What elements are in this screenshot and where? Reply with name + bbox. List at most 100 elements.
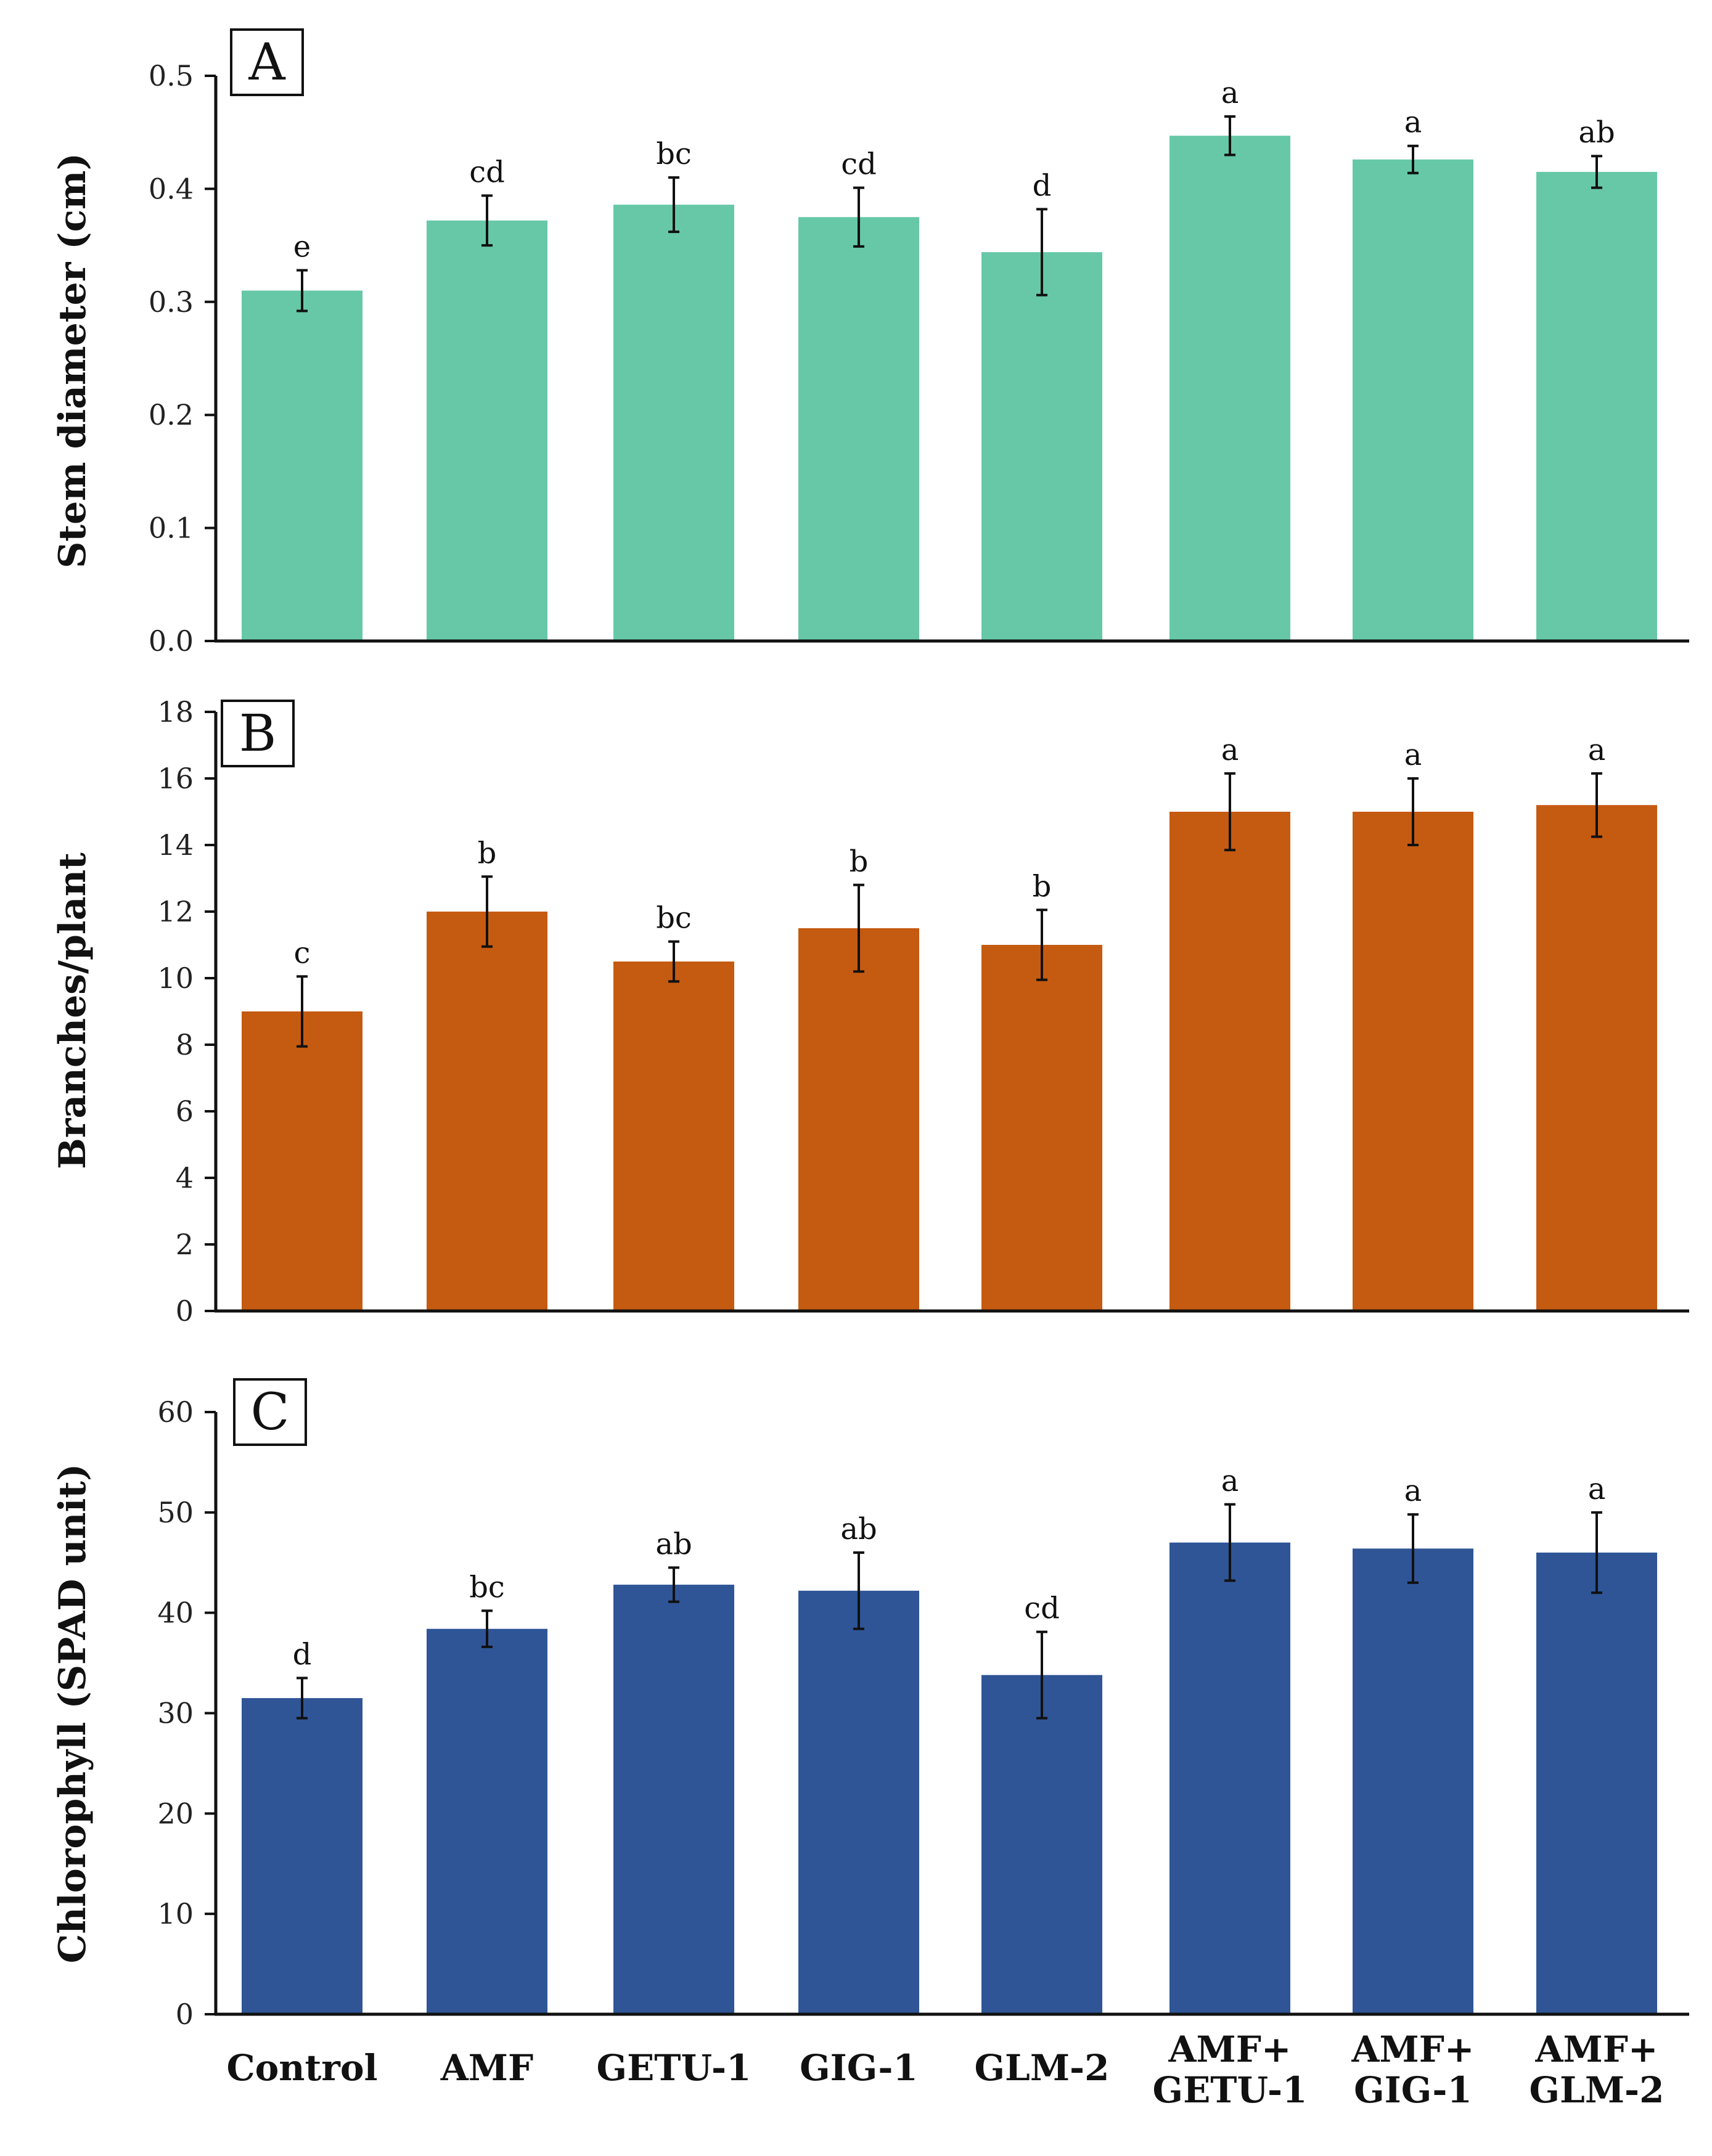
y-axis-title: Chlorophyll (SPAD unit) — [51, 1464, 94, 1964]
significance-letter-2: cd — [469, 155, 505, 189]
significance-letter-2: bc — [469, 1570, 505, 1604]
bar-8 — [1536, 1552, 1657, 2014]
significance-letter-5: b — [1033, 869, 1052, 904]
significance-letter-7: a — [1404, 738, 1422, 772]
significance-letter-8: a — [1588, 1472, 1606, 1506]
error-bar-7 — [1407, 1513, 1419, 1584]
significance-letter-1: d — [293, 1638, 312, 1672]
panel-label: A — [248, 33, 286, 92]
y-tick-label: 0.4 — [149, 172, 194, 205]
significance-letter-6: a — [1221, 733, 1239, 767]
y-tick-label: 0 — [176, 1294, 194, 1328]
x-category-label-line: AMF — [440, 2047, 533, 2089]
panel-label-box — [230, 28, 304, 96]
significance-letter-1: c — [294, 936, 311, 970]
y-tick-label: 0.3 — [149, 285, 194, 319]
significance-letter-5: cd — [1024, 1591, 1060, 1626]
y-tick-label: 50 — [157, 1496, 194, 1529]
y-tick-label: 0.0 — [149, 624, 194, 658]
significance-letter-8: ab — [1578, 115, 1615, 150]
bar-8 — [1536, 805, 1657, 1311]
bar-4 — [798, 217, 919, 641]
y-tick-label: 14 — [157, 828, 194, 862]
y-tick-label: 2 — [176, 1228, 194, 1261]
bar-7 — [1353, 1548, 1473, 2014]
bar-1 — [242, 1698, 362, 2014]
panel-label-box — [233, 1378, 307, 1446]
error-bar-8 — [1591, 772, 1602, 838]
error-bar-5 — [1036, 909, 1047, 981]
error-bar-8 — [1591, 1511, 1602, 1595]
x-category-label-line: GIG-1 — [1354, 2069, 1472, 2111]
error-bar-3 — [668, 1566, 679, 1603]
error-bar-7 — [1407, 777, 1419, 846]
bar-2 — [427, 220, 547, 641]
significance-letter-4: b — [850, 844, 869, 879]
bar-4 — [798, 1590, 919, 2014]
bar-6 — [1169, 812, 1290, 1311]
bar-7 — [1353, 159, 1473, 641]
error-bar-2 — [481, 194, 493, 247]
error-bar-1 — [297, 269, 308, 312]
y-tick-label: 10 — [157, 962, 194, 995]
x-category-label-line: GLM-2 — [1530, 2069, 1665, 2111]
x-category-label-8: AMF+ GLM-2 — [1530, 2028, 1665, 2111]
y-tick-label: 12 — [157, 895, 194, 928]
y-tick-label: 60 — [157, 1395, 194, 1429]
y-axis-title: Branches/plant — [51, 852, 94, 1169]
significance-letter-3: bc — [656, 901, 692, 936]
significance-letter-6: a — [1221, 76, 1239, 110]
y-tick-label: 16 — [157, 762, 194, 795]
significance-letter-3: bc — [656, 137, 692, 171]
error-bar-5 — [1036, 208, 1047, 296]
bar-6 — [1169, 1542, 1290, 2014]
x-category-label-line: Control — [226, 2047, 377, 2089]
error-bar-1 — [297, 1676, 308, 1720]
error-bar-4 — [853, 883, 864, 973]
x-category-label-7: AMF+ GIG-1 — [1351, 2028, 1475, 2111]
panel-c-chlorophyll: d bc ab ab cd a a a 0 10 20 30 40 50 60 Chlorophyll (SP… — [51, 1378, 1689, 2031]
error-bar-2 — [481, 1609, 493, 1649]
bar-1 — [242, 290, 362, 642]
y-tick-label: 4 — [176, 1161, 194, 1194]
x-category-label-line: AMF+ — [1535, 2028, 1658, 2070]
y-axis-title: Stem diameter (cm) — [51, 153, 94, 568]
y-tick-label: 6 — [176, 1095, 194, 1128]
x-category-label-5: GLM-2 — [975, 2047, 1110, 2089]
x-category-label-2: AMF — [440, 2047, 533, 2089]
y-tick-label: 40 — [157, 1596, 194, 1630]
error-bar-4 — [853, 186, 864, 248]
error-bar-3 — [668, 940, 679, 983]
x-category-label-line: GLM-2 — [975, 2047, 1110, 2089]
x-category-label-line: GIG-1 — [800, 2047, 918, 2089]
x-category-label-line: AMF+ — [1168, 2028, 1292, 2070]
x-category-label-4: GIG-1 — [800, 2047, 918, 2089]
x-category-label-line: GETU-1 — [597, 2047, 752, 2089]
significance-letter-6: a — [1221, 1464, 1239, 1498]
y-tick-label: 10 — [157, 1897, 194, 1930]
bar-5 — [981, 945, 1102, 1311]
error-bar-7 — [1407, 144, 1419, 174]
error-bar-5 — [1036, 1630, 1047, 1720]
x-category-label-6: AMF+ GETU-1 — [1153, 2028, 1308, 2111]
bar-1 — [242, 1011, 362, 1311]
y-tick-label: 0.2 — [149, 398, 194, 431]
significance-letter-5: d — [1033, 168, 1052, 203]
y-tick-label: 0.1 — [149, 512, 194, 545]
significance-letter-2: b — [478, 836, 497, 870]
y-tick-label: 0.5 — [149, 59, 194, 92]
x-category-label-1: Control — [226, 2047, 377, 2089]
significance-letter-4: cd — [841, 147, 877, 182]
panel-a-stem-diameter: e cd bc cd d a a ab 0.0 0.1 0.2 0.3 0.4 0.5 Stem diame… — [51, 28, 1689, 658]
x-category-label-line: GETU-1 — [1153, 2069, 1308, 2111]
error-bar-2 — [481, 875, 493, 948]
y-tick-label: 8 — [176, 1028, 194, 1061]
bar-5 — [981, 1675, 1102, 2014]
x-axis-category-labels: Control AMF GETU-1 GIG-1 GLM-2 AMF+ GETU-1AMF+… — [226, 2028, 1664, 2111]
bar-2 — [427, 1628, 547, 2014]
error-bar-6 — [1224, 115, 1235, 157]
significance-letter-7: a — [1404, 1474, 1422, 1508]
error-bar-6 — [1224, 1503, 1235, 1582]
significance-letter-4: ab — [840, 1512, 877, 1546]
